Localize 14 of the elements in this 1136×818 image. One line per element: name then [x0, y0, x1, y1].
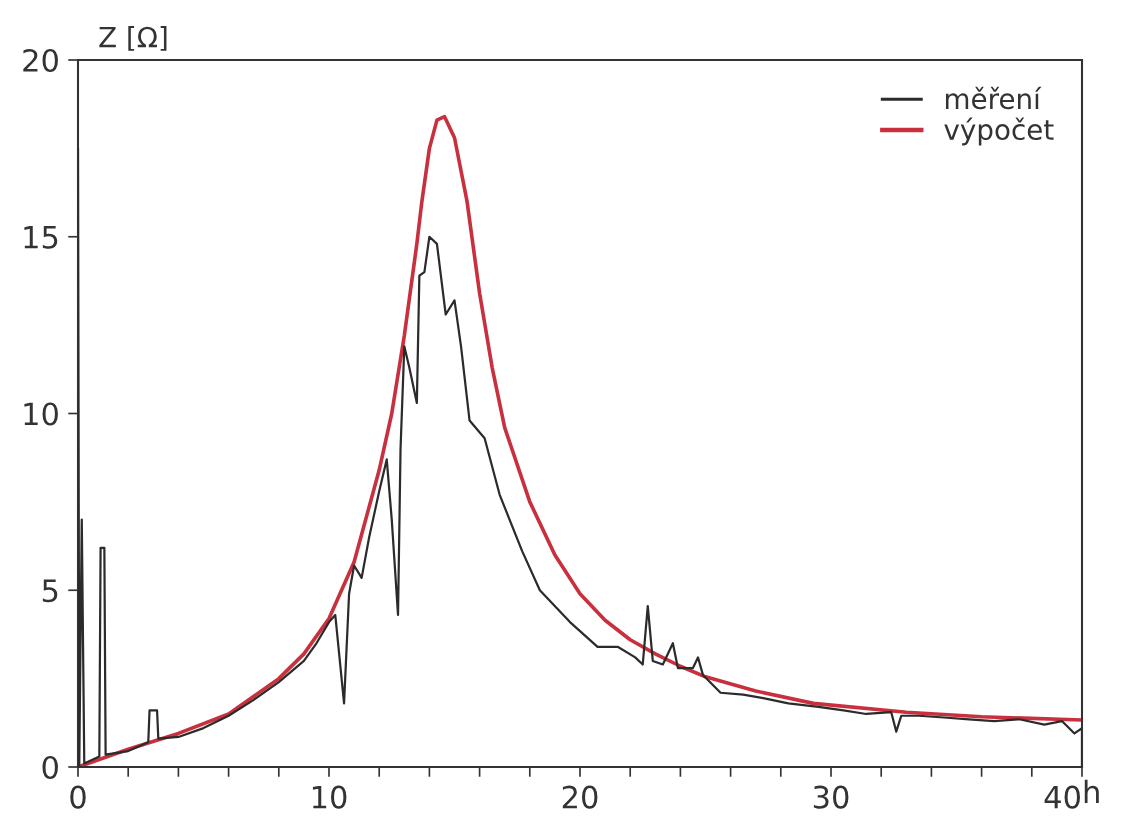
y-tick-label: 15	[24, 226, 58, 249]
y-tick-label: 5	[42, 579, 58, 603]
x-tick-label: 20	[562, 785, 598, 809]
y-tick-label: 20	[23, 48, 58, 73]
y-tick-label: 0	[42, 755, 58, 780]
y-tick-label: 10	[24, 402, 58, 426]
legend-label: měření	[945, 86, 1042, 110]
y-axis-title: Z [Ω]	[99, 26, 167, 51]
x-tick-label: 10	[312, 785, 347, 809]
legend-label: výpočet	[944, 117, 1054, 146]
x-tick-label: 40	[1044, 785, 1080, 809]
x-tick-label: 0	[70, 785, 86, 809]
x-tick-label: 30	[813, 785, 849, 809]
x-axis-title: h	[1084, 779, 1099, 803]
